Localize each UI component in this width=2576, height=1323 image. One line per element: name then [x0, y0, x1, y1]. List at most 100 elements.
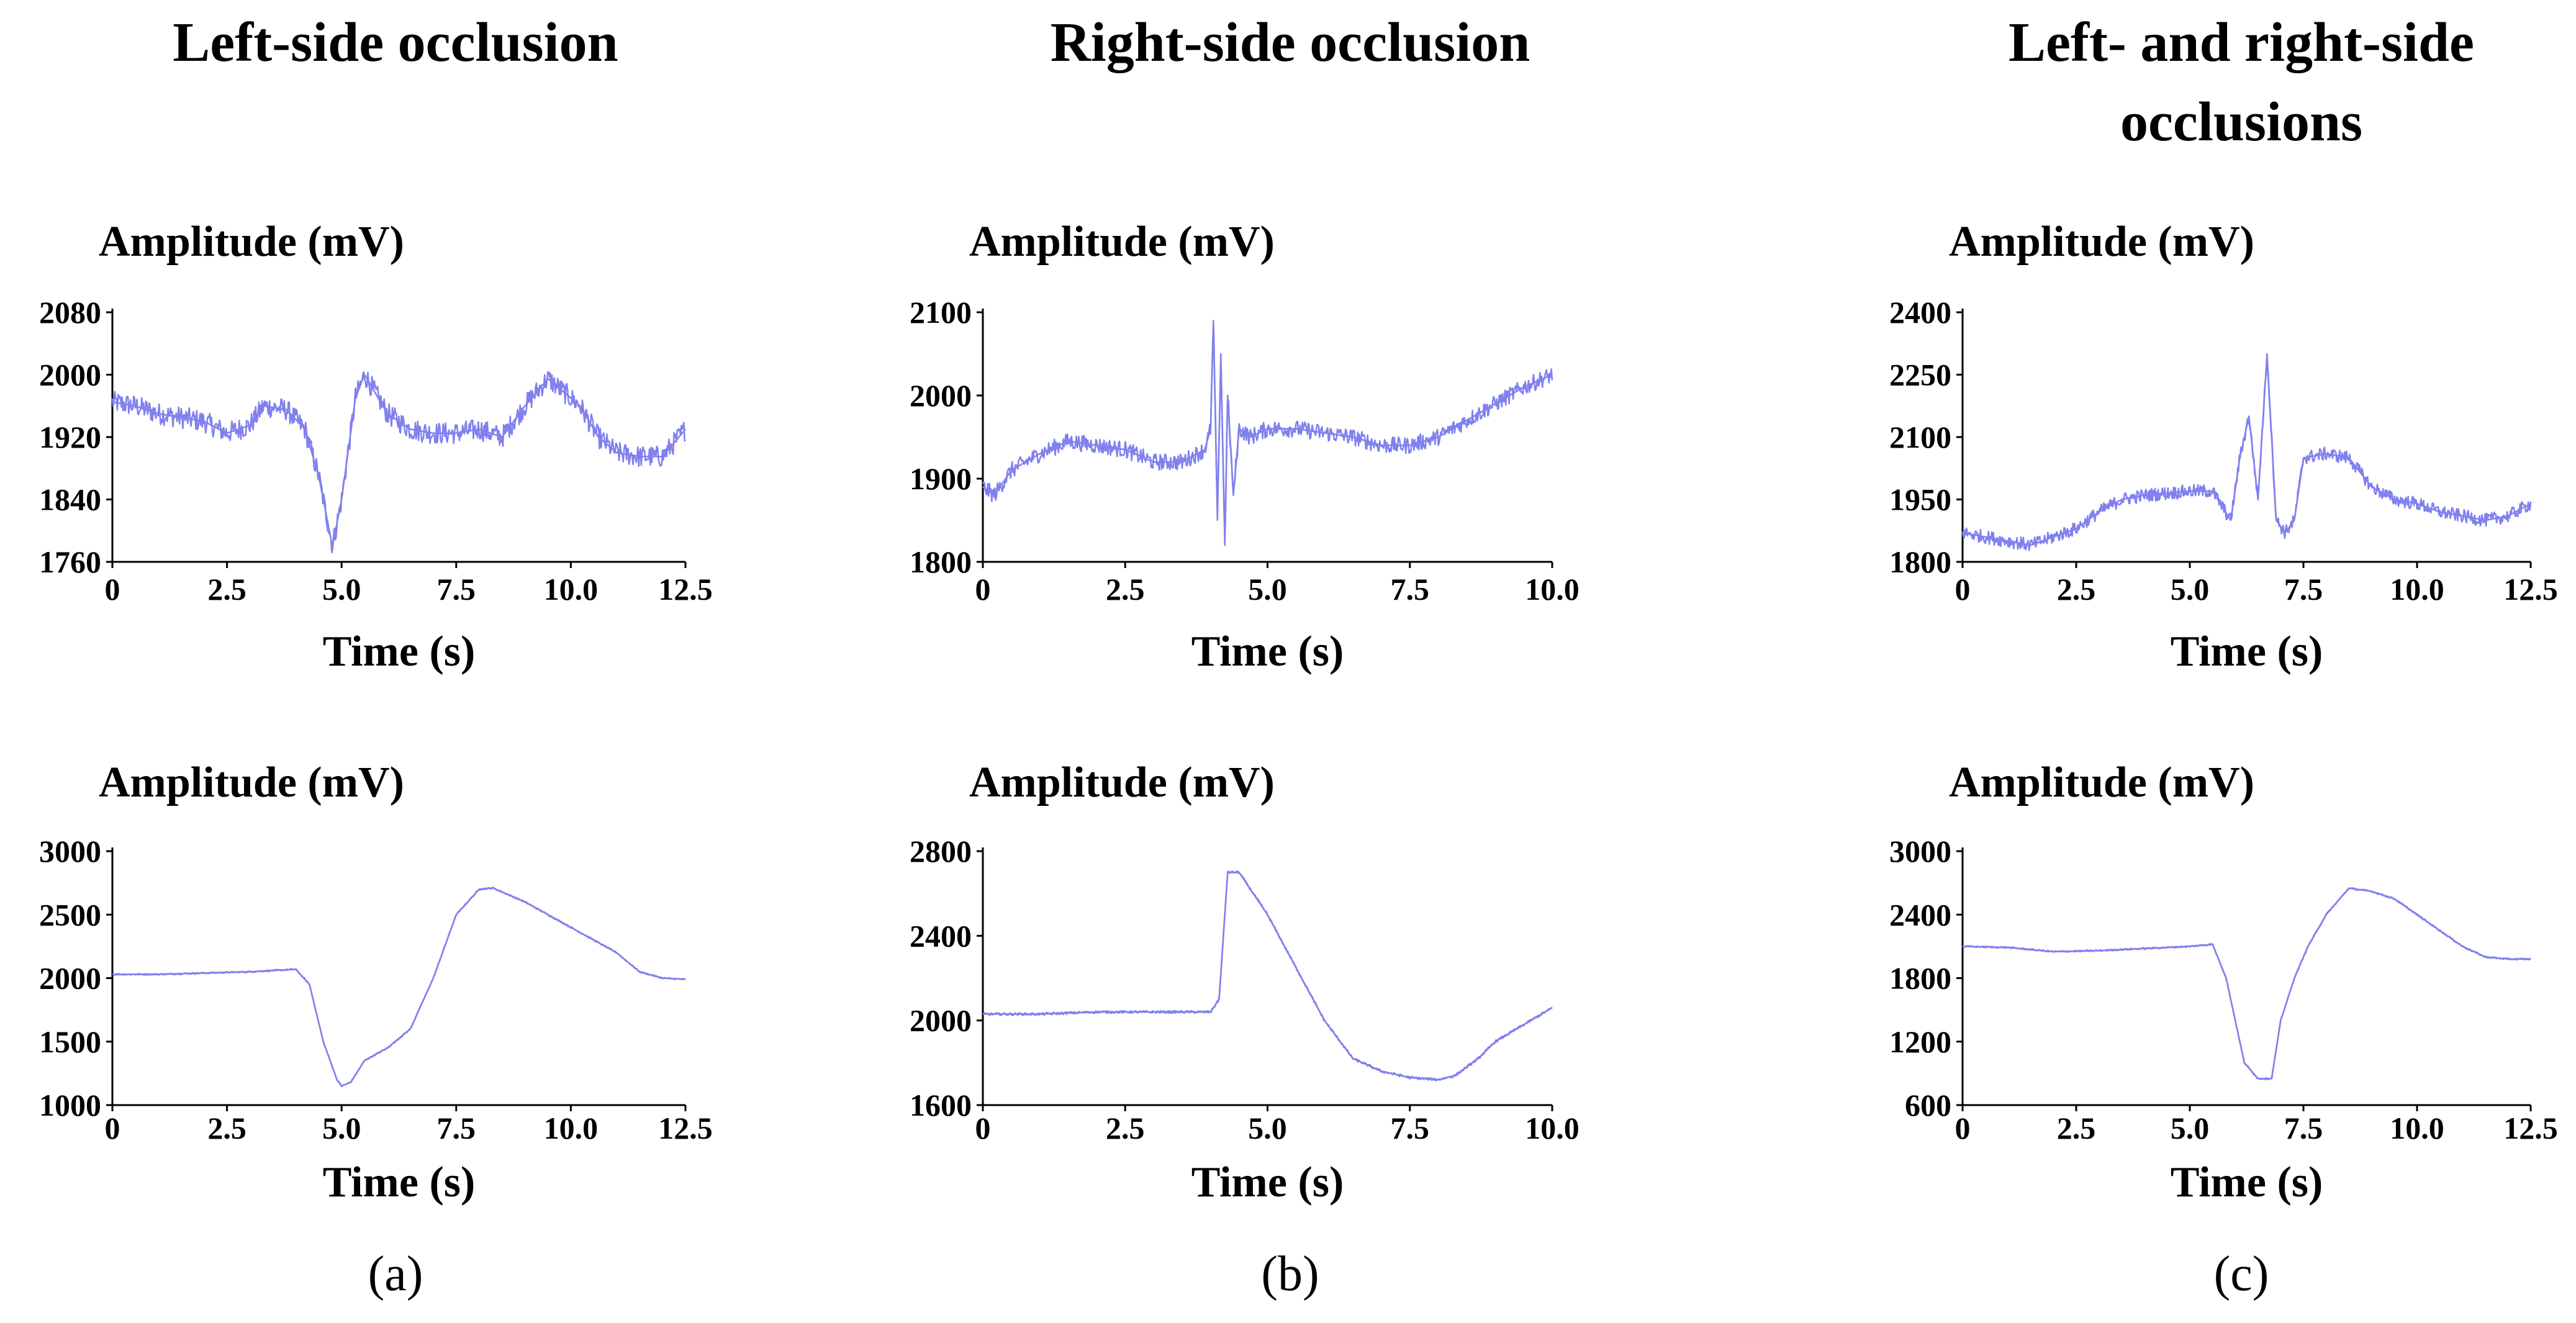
x-axis-label: Time (s) — [323, 1158, 476, 1206]
x-tick-label: 5.0 — [1248, 1111, 1287, 1145]
y-tick-label: 1000 — [39, 1088, 101, 1122]
column-title: Right-side occlusion — [1051, 12, 1530, 73]
signal-line — [982, 870, 1553, 1081]
x-tick-label: 10.0 — [2390, 1111, 2444, 1145]
y-tick-label: 1800 — [910, 544, 972, 579]
panel-label: (c) — [2214, 1247, 2269, 1301]
x-tick-label: 7.5 — [2284, 1111, 2323, 1145]
y-tick-label: 2000 — [910, 1003, 972, 1038]
y-axis-label: Amplitude (mV) — [99, 218, 404, 266]
signal-trend-line — [982, 320, 1553, 546]
x-axis-label: Time (s) — [2171, 628, 2323, 675]
y-tick-label: 1500 — [39, 1024, 101, 1059]
y-tick-label: 2000 — [39, 961, 101, 996]
signal-line — [982, 333, 1553, 528]
x-tick-label: 12.5 — [2503, 1111, 2558, 1145]
signal-line — [111, 371, 686, 554]
x-tick-label: 5.0 — [2171, 572, 2210, 607]
y-tick-label: 1760 — [39, 544, 101, 579]
chart-b-top: Amplitude (mV) 1800 1900 2000 2100 0 2.5 5.0 7.5… — [910, 218, 1579, 675]
signal-trend-line — [983, 871, 1553, 1081]
y-tick-label: 1950 — [1889, 482, 1951, 517]
x-tick-label: 10.0 — [1525, 572, 1579, 607]
y-tick-label: 2000 — [39, 358, 101, 392]
x-tick-label: 7.5 — [1391, 1111, 1430, 1145]
y-tick-label: 2500 — [39, 897, 101, 932]
y-tick-label: 1840 — [39, 482, 101, 517]
x-tick-label: 2.5 — [207, 572, 246, 607]
y-tick-label: 600 — [1905, 1088, 1951, 1122]
x-tick-label: 0 — [1955, 572, 1971, 607]
x-tick-label: 5.0 — [1248, 572, 1287, 607]
y-tick-label: 2100 — [1889, 420, 1951, 454]
y-axis-label: Amplitude (mV) — [969, 759, 1275, 806]
y-tick-label: 2400 — [1889, 295, 1951, 330]
x-tick-label: 7.5 — [437, 572, 476, 607]
y-tick-label: 2400 — [1889, 897, 1951, 932]
x-tick-label: 2.5 — [2057, 572, 2096, 607]
x-tick-label: 7.5 — [1391, 572, 1430, 607]
x-tick-label: 12.5 — [658, 572, 713, 607]
panel-label: (b) — [1261, 1247, 1319, 1301]
x-tick-label: 7.5 — [437, 1111, 476, 1145]
column-title: occlusions — [2120, 91, 2362, 153]
chart-a-bottom: Amplitude (mV) 1000 1500 2000 2500 3000 0 2.5 5.… — [39, 759, 713, 1206]
signal-trend-line — [112, 374, 686, 548]
x-tick-label: 10.0 — [1525, 1111, 1579, 1145]
x-tick-label: 0 — [975, 572, 991, 607]
signal-line — [1962, 887, 2531, 1081]
x-tick-label: 2.5 — [207, 1111, 246, 1145]
signal-trend-line — [1962, 887, 2531, 1080]
chart-c-bottom: Amplitude (mV) 600 1200 1800 2400 3000 0 2.5 5.0… — [1889, 759, 2558, 1206]
y-tick-label: 1200 — [1889, 1024, 1951, 1059]
x-axis-label: Time (s) — [2171, 1158, 2323, 1206]
x-tick-label: 0 — [975, 1111, 991, 1145]
y-tick-label: 2800 — [910, 834, 972, 869]
x-tick-label: 0 — [1955, 1111, 1971, 1145]
x-tick-label: 10.0 — [544, 1111, 599, 1145]
y-axis-label: Amplitude (mV) — [1949, 218, 2254, 266]
x-tick-label: 10.0 — [544, 572, 599, 607]
y-tick-label: 1800 — [1889, 961, 1951, 996]
x-axis-label: Time (s) — [323, 628, 476, 675]
x-tick-label: 7.5 — [2284, 572, 2323, 607]
x-tick-label: 12.5 — [2503, 572, 2558, 607]
column-title: Left-side occlusion — [173, 12, 618, 73]
column-title: Left- and right-side — [2009, 12, 2474, 73]
y-tick-label: 1900 — [910, 461, 972, 496]
x-tick-label: 2.5 — [1106, 1111, 1145, 1145]
x-tick-label: 5.0 — [322, 1111, 361, 1145]
x-tick-label: 2.5 — [2057, 1111, 2096, 1145]
signal-trend-line — [112, 887, 686, 1087]
x-tick-label: 0 — [105, 1111, 120, 1145]
y-axis-label: Amplitude (mV) — [99, 759, 404, 806]
signal-line — [1961, 358, 2532, 551]
y-tick-label: 2000 — [910, 378, 972, 413]
signal-line — [112, 887, 686, 1088]
y-tick-label: 2100 — [910, 295, 972, 330]
x-tick-label: 5.0 — [2171, 1111, 2210, 1145]
y-tick-label: 3000 — [1889, 834, 1951, 869]
chart-a-top: Amplitude (mV) 1760 1840 1920 2000 2080 0 2.5 5.… — [39, 218, 713, 675]
chart-b-bottom: Amplitude (mV) 1600 2000 2400 2800 0 2.5 5.0 7.5… — [910, 759, 1579, 1206]
y-tick-label: 1600 — [910, 1088, 972, 1122]
x-tick-label: 10.0 — [2390, 572, 2444, 607]
panel-label: (a) — [368, 1247, 423, 1301]
y-tick-label: 3000 — [39, 834, 101, 869]
x-tick-label: 2.5 — [1106, 572, 1145, 607]
x-axis-label: Time (s) — [1191, 628, 1344, 675]
x-tick-label: 0 — [105, 572, 120, 607]
y-axis-label: Amplitude (mV) — [1949, 759, 2254, 806]
y-axis-label: Amplitude (mV) — [969, 218, 1275, 266]
x-tick-label: 5.0 — [322, 572, 361, 607]
x-tick-label: 12.5 — [658, 1111, 713, 1145]
chart-c-top: Amplitude (mV) 1800 1950 2100 2250 2400 0 2.5 5.… — [1889, 218, 2558, 675]
y-tick-label: 1800 — [1889, 544, 1951, 579]
y-tick-label: 1920 — [39, 420, 101, 454]
y-tick-label: 2400 — [910, 918, 972, 953]
y-tick-label: 2250 — [1889, 358, 1951, 392]
signal-trend-line — [1962, 353, 2531, 546]
y-tick-label: 2080 — [39, 295, 101, 330]
